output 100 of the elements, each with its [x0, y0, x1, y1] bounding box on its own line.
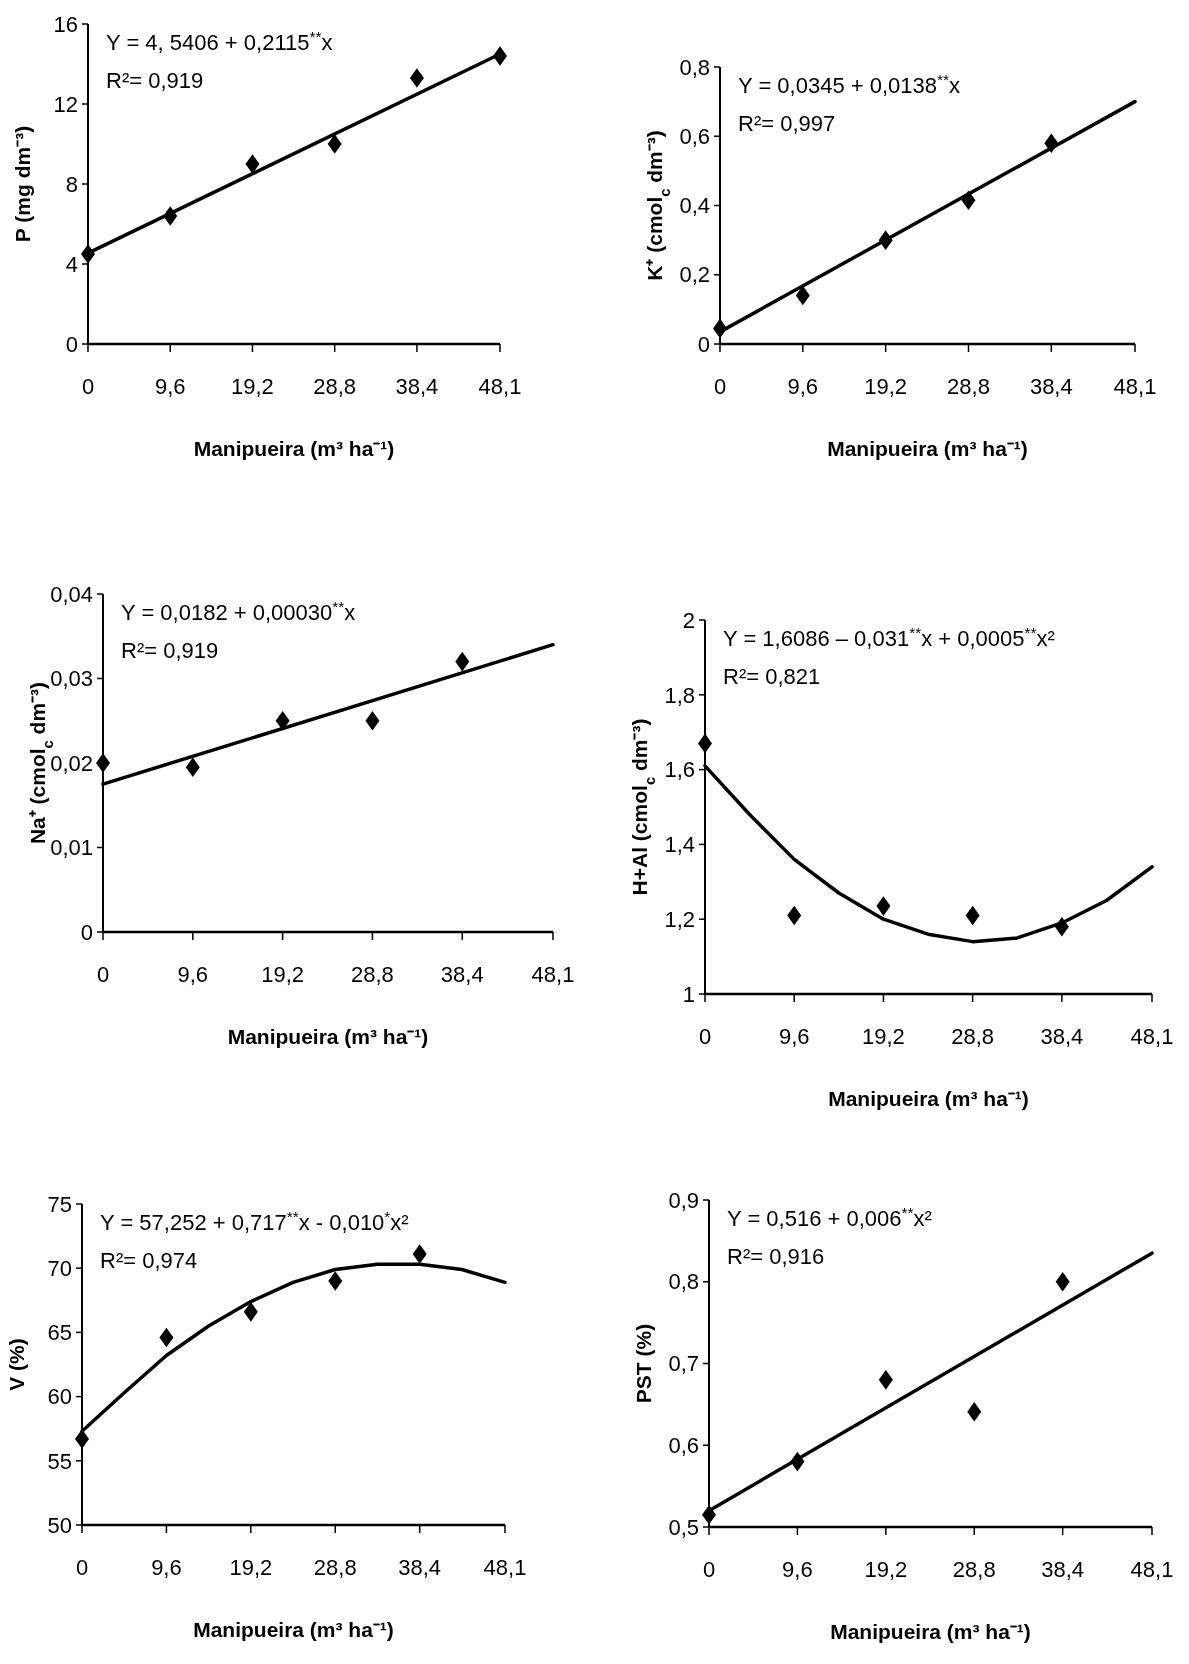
x-tick-label: 19,2: [864, 1557, 908, 1582]
y-tick-label: 55: [47, 1448, 72, 1474]
y-tick-label: 2: [682, 607, 695, 633]
x-tick-label: 19,2: [231, 374, 274, 399]
point: [967, 1401, 982, 1422]
x-tick-label: 28,8: [947, 374, 990, 399]
y-tick-label: 0,2: [679, 262, 710, 288]
x-tick-label: 19,2: [864, 374, 908, 399]
y-tick-label: 0: [697, 331, 710, 357]
x-tick-label: 19,2: [229, 1555, 273, 1580]
annotation: Y = 0,0182 + 0,00030$^{**}$x: [121, 597, 356, 625]
x-tick-label: 28,8: [351, 962, 394, 987]
x-axis-title: Manipueira (m³ ha⁻¹): [193, 437, 395, 460]
y-tick-label: 8: [65, 171, 78, 197]
y-axis-title: P (mg dm⁻³): [11, 125, 34, 243]
point: [327, 134, 342, 154]
y-tick-label: 0,7: [668, 1351, 699, 1377]
x-axis-title: Manipueira (m³ ha⁻¹): [827, 437, 1028, 460]
point: [787, 905, 802, 926]
y-tick-label: 50: [47, 1512, 72, 1538]
x-tick-label: 9,6: [782, 1557, 813, 1582]
point: [965, 905, 980, 926]
x-tick-label: 19,2: [261, 962, 305, 987]
annotation: Y = 57,252 + 0,717$^{**}$x - 0,010$^{*}$x²: [100, 1207, 409, 1235]
y-tick-label: 0,8: [679, 54, 710, 80]
y-tick-label: 0,5: [668, 1514, 699, 1540]
y-tick-label: 0,8: [668, 1269, 699, 1295]
point: [75, 1429, 89, 1449]
point: [245, 154, 260, 174]
annotation: Y = 0,0345 + 0,0138$^{**}$x: [738, 70, 960, 98]
x-tick-label: 38,4: [440, 962, 484, 987]
x-tick-label: 28,8: [313, 1555, 357, 1580]
y-tick-label: 75: [47, 1191, 72, 1217]
annotation: Y = 1,6086 – 0,031$^{**}$x + 0,0005$^{**}$x²: [723, 623, 1055, 651]
y-tick-label: 1: [682, 981, 695, 1007]
x-tick-label: 9,6: [154, 374, 186, 399]
x-tick-label: 19,2: [862, 1024, 905, 1049]
point: [1055, 1271, 1070, 1292]
point: [412, 1244, 427, 1264]
x-tick-label: 48,1: [1130, 1557, 1174, 1582]
y-tick-label: 4: [65, 251, 78, 277]
x-tick-label: 38,4: [1041, 1557, 1085, 1582]
x-axis-title: Manipueira (m³ ha⁻¹): [227, 1025, 429, 1048]
annotation: R²= 0,997: [738, 111, 836, 136]
x-tick-label: 9,6: [787, 374, 819, 399]
point: [96, 753, 110, 773]
point: [365, 710, 380, 731]
y-tick-label: 0: [80, 919, 93, 945]
x-tick-label: 48,1: [478, 374, 522, 399]
annotation: R²= 0,919: [121, 638, 219, 663]
point: [185, 757, 200, 778]
x-tick-label: 38,4: [395, 374, 439, 399]
annotation: R²= 0,916: [727, 1244, 825, 1269]
y-tick-label: 16: [53, 11, 78, 37]
y-tick-label: 70: [47, 1255, 72, 1281]
x-tick-label: 28,8: [951, 1024, 995, 1049]
x-tick-label: 48,1: [531, 962, 575, 987]
annotation: Y = 0,516 + 0,006$^{**}$x²: [727, 1203, 932, 1231]
y-tick-label: 12: [53, 91, 78, 117]
y-tick-label: 0,04: [50, 581, 93, 607]
y-tick-label: 0,03: [50, 666, 93, 692]
point: [795, 285, 810, 306]
x-tick-label: 0: [713, 374, 727, 399]
y-tick-label: 60: [47, 1384, 72, 1410]
annotation: R²= 0,919: [106, 68, 204, 93]
point: [878, 1370, 893, 1390]
point: [243, 1302, 258, 1322]
x-tick-label: 9,6: [177, 962, 209, 987]
point: [876, 896, 891, 916]
y-tick-label: 1,4: [664, 832, 695, 858]
x-tick-label: 9,6: [151, 1555, 182, 1580]
y-tick-label: 0,6: [679, 123, 710, 149]
y-axis-title: V (%): [5, 1338, 28, 1391]
y-tick-label: 1,6: [664, 757, 695, 783]
y-tick-label: 0,4: [679, 193, 710, 219]
x-tick-label: 38,4: [1040, 1024, 1084, 1049]
x-tick-label: 38,4: [398, 1555, 442, 1580]
x-tick-label: 48,1: [1130, 1024, 1174, 1049]
x-tick-label: 0: [96, 962, 110, 987]
point: [455, 651, 470, 672]
y-tick-label: 0,6: [668, 1432, 699, 1458]
point: [409, 68, 424, 88]
y-tick-label: 0,9: [668, 1187, 699, 1213]
x-tick-label: 48,1: [483, 1555, 527, 1580]
y-tick-label: 65: [47, 1320, 72, 1346]
x-axis-title: Manipueira (m³ ha⁻¹): [828, 1087, 1029, 1110]
x-tick-label: 9,6: [778, 1024, 810, 1049]
x-tick-label: 28,8: [952, 1557, 996, 1582]
x-tick-label: 28,8: [313, 374, 357, 399]
annotation: R²= 0,821: [723, 664, 821, 689]
annotation: Y = 4, 5406 + 0,2115$^{**}$x: [106, 27, 333, 55]
y-tick-label: 0,02: [50, 750, 93, 776]
x-tick-label: 48,1: [1113, 374, 1157, 399]
annotation: R²= 0,974: [100, 1248, 198, 1273]
y-axis-title: PST (%): [632, 1323, 655, 1404]
y-tick-label: 1,2: [664, 906, 695, 932]
x-tick-label: 38,4: [1029, 374, 1073, 399]
point: [328, 1271, 343, 1291]
point: [159, 1327, 174, 1348]
y-tick-label: 0: [65, 331, 78, 357]
